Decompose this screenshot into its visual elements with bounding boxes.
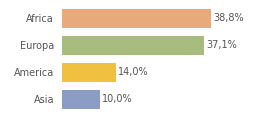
Text: 37,1%: 37,1% — [207, 40, 237, 50]
Text: 14,0%: 14,0% — [118, 67, 148, 77]
Bar — [62, 36, 204, 55]
Text: 38,8%: 38,8% — [213, 13, 244, 23]
Bar — [62, 9, 211, 28]
Text: 10,0%: 10,0% — [102, 94, 133, 104]
Bar — [62, 63, 115, 82]
Bar — [62, 90, 100, 109]
